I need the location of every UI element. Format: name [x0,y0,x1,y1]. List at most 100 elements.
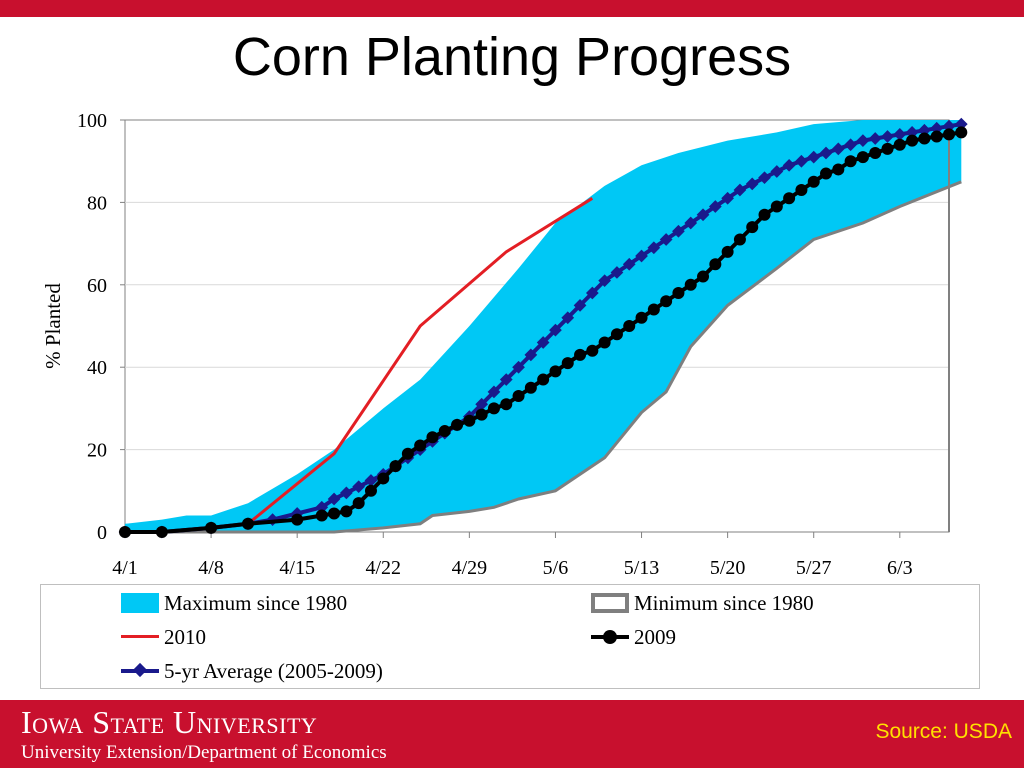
series-2009-line [125,130,962,534]
series-2009-point [401,447,414,460]
series-avg-point [475,397,489,411]
slide-title: Corn Planting Progress [232,27,792,87]
series-avg-point [499,373,513,386]
x-tick-label: 5/27 [796,557,832,579]
series-2009-point [574,348,587,361]
y-tick-label: 20 [87,440,107,462]
series-2009-point [291,513,304,526]
series-2009-point [586,344,599,357]
series-2009-point [623,320,636,332]
series-2009-point [635,311,648,324]
series-2009-point [598,336,611,349]
legend-label-max: Maximum since 1980 [164,590,348,615]
series-2009-point [647,303,660,316]
source-note: Source: USDA [875,720,1012,743]
series-2009-point [549,365,562,378]
series-2009-point [721,245,734,258]
series-2009-point [340,505,353,518]
legend-item-min: Minimum since 1980 [591,588,814,618]
top-accent-bar [0,0,1024,17]
legend-label-min: Minimum since 1980 [634,590,814,615]
series-2009-point [364,484,377,497]
x-tick-label: 4/15 [279,557,315,579]
series-2009-point [537,373,550,386]
series-2009-point [844,155,857,168]
x-tick-label: 4/29 [452,557,488,579]
series-2009-point [733,233,746,246]
series-2009-point [856,151,869,164]
department-name: University Extension/Department of Econo… [21,742,387,763]
legend-key-2009 [591,627,629,647]
series-2009-point [930,130,943,143]
series-2009-point [389,460,402,473]
series-2009-point [487,402,500,415]
x-tick-label: 6/3 [887,557,913,579]
series-avg-point [487,385,501,399]
series-avg-point [352,480,366,494]
series-2009-point [881,142,894,155]
legend-key-max [121,593,159,613]
series-2009-point [315,509,328,522]
series-2009-point [119,526,131,538]
series-2009-point [770,200,783,213]
series-2009-point [807,175,820,188]
series-2009-point [377,472,390,485]
series-2009-point [426,431,439,444]
series-2009-point [500,398,513,411]
series-2009-point [918,132,931,145]
x-tick-label: 4/22 [365,557,401,579]
series-2009-point [451,418,464,431]
series-avg-point [340,486,353,500]
x-tick-label: 4/8 [198,557,224,579]
series-min-line [125,180,962,534]
series-2009-point [832,163,845,176]
y-axis-label: % Planted [41,283,65,369]
series-avg-point [327,492,341,506]
y-tick-label: 100 [77,110,107,132]
legend-label-2009: 2009 [634,624,676,649]
series-2009-point [205,521,218,534]
legend-key-min [591,593,629,613]
legend-label-avg: 5-yr Average (2005-2009) [164,658,383,683]
series-2009-point [783,192,796,205]
series-2009-point [463,414,476,427]
legend-item-2009: 2009 [591,622,676,652]
x-tick-label: 5/20 [710,557,746,579]
legend-key-2010 [121,627,159,647]
series-2009-point [524,381,537,394]
x-tick-label: 5/13 [624,557,660,579]
series-2009-point [869,146,882,159]
legend-label-2010: 2010 [164,624,206,649]
series-2009-point [328,507,341,520]
legend-item-avg: 5-yr Average (2005-2009) [121,656,383,686]
legend-item-max: Maximum since 1980 [121,588,347,618]
series-2009-point [906,134,919,147]
series-2009-point [820,167,833,180]
series-2009-point [352,497,365,510]
y-tick-label: 60 [87,275,107,297]
y-tick-label: 0 [97,522,107,544]
chart: 0 20 40 60 80 100 4/1 4/8 4/15 4/22 4/29 5/6 5/13 5/2… [41,110,968,579]
series-2009-point [697,270,710,283]
series-2009-point [943,128,955,141]
university-name: Iowa State University [21,704,318,740]
y-tick-label: 40 [87,357,107,379]
legend: Maximum since 1980 Minimum since 1980 20… [40,584,980,689]
series-2009-point [414,439,427,452]
series-2009-point [893,138,906,151]
footer-bar: Iowa State University University Extensi… [0,700,1024,768]
series-2009-point [475,408,488,421]
series-2009-point [709,258,722,271]
series-2009-point [610,328,623,341]
series-2009-point [660,295,673,308]
series-2009-point [955,126,968,139]
legend-item-2010: 2010 [121,622,206,652]
series-2009-point [672,287,685,300]
series-2009-point [795,184,808,197]
series-2009-point [684,278,697,291]
series-avg-point [364,474,378,487]
series-2009-point [438,425,451,438]
x-tick-label: 5/6 [543,557,569,579]
series-2009-point [758,208,771,221]
series-2009-point [746,221,759,234]
